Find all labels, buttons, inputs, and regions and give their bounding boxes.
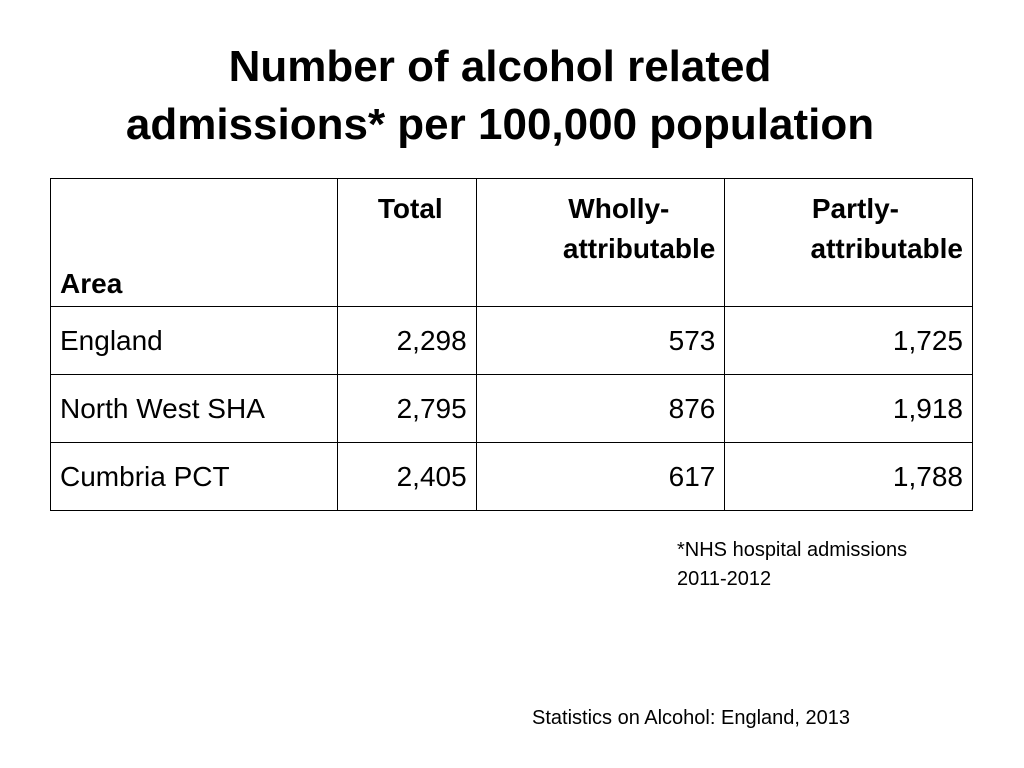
header-wholly-attributable: Wholly- attributable <box>475 178 726 307</box>
admissions-table: Area Total Wholly- attributable Partly- … <box>50 178 973 511</box>
row-area: Cumbria PCT <box>50 442 338 511</box>
header-partly-line-2: attributable <box>810 233 963 264</box>
row-total: 2,405 <box>336 442 477 511</box>
row-wholly: 876 <box>475 374 726 443</box>
table-row: North West SHA 2,795 876 1,918 <box>50 374 973 443</box>
row-partly: 1,788 <box>724 442 973 511</box>
footnote-line-1: *NHS hospital admissions <box>677 539 908 561</box>
footnote-line-2: 2011-2012 <box>677 568 772 590</box>
row-total: 2,298 <box>336 306 477 375</box>
header-total: Total <box>336 178 477 307</box>
header-wholly-line-1: Wholly- <box>568 193 670 224</box>
table-row: Cumbria PCT 2,405 617 1,788 <box>50 442 973 511</box>
slide-title: Number of alcohol related admissions* pe… <box>0 38 1000 154</box>
footnote: *NHS hospital admissions 2011-2012 <box>677 536 907 594</box>
table-header-row: Area Total Wholly- attributable Partly- … <box>50 178 973 307</box>
header-wholly-line-2: attributable <box>562 233 716 264</box>
row-partly: 1,918 <box>724 374 973 443</box>
row-wholly: 617 <box>475 442 726 511</box>
title-line-1: Number of alcohol related <box>228 42 772 91</box>
header-partly-attributable: Partly- attributable <box>724 178 973 307</box>
header-partly-line-1: Partly- <box>811 193 899 224</box>
header-total-label: Total <box>377 193 443 224</box>
row-area: England <box>50 306 338 375</box>
header-area: Area <box>50 178 338 307</box>
title-line-2: admissions* per 100,000 population <box>125 100 875 149</box>
source-citation: Statistics on Alcohol: England, 2013 <box>532 707 850 729</box>
row-wholly: 573 <box>475 306 726 375</box>
row-partly: 1,725 <box>724 306 973 375</box>
table-row: England 2,298 573 1,725 <box>50 306 973 375</box>
row-total: 2,795 <box>336 374 477 443</box>
row-area: North West SHA <box>50 374 338 443</box>
